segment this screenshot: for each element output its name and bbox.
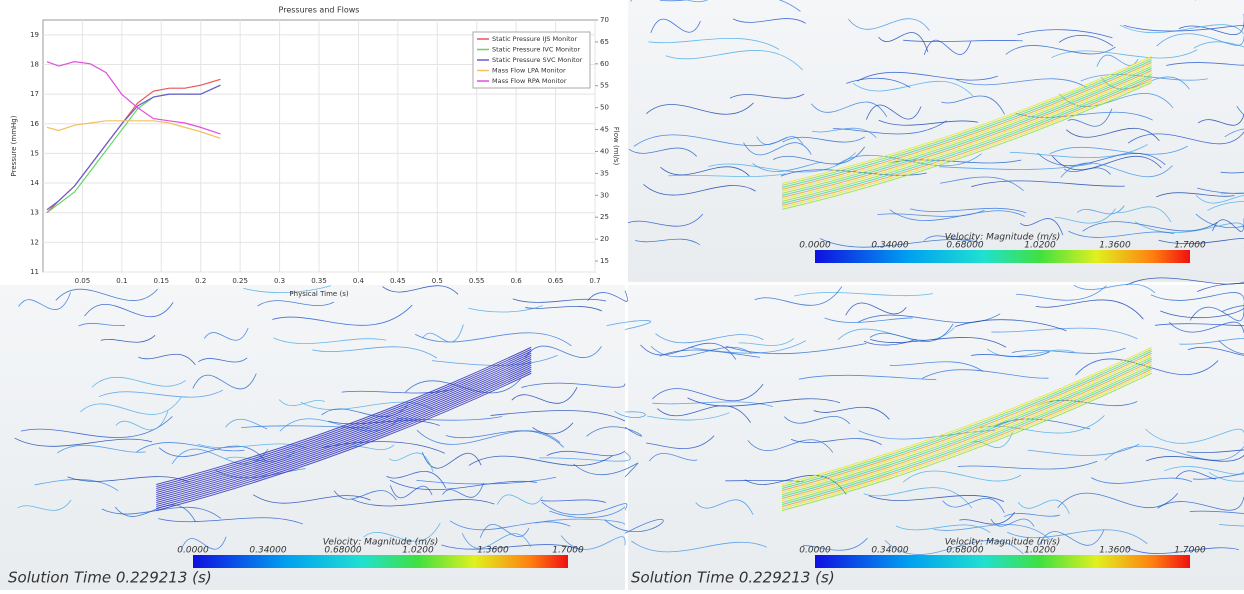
x-tick-label: 0.1: [116, 277, 127, 285]
colorbar-label: 0.68000: [946, 241, 983, 251]
y-tick-label: 11: [30, 268, 39, 276]
y2-axis-label: Flow (ml/s): [612, 127, 620, 166]
colorbar-label: 0.0000: [799, 241, 831, 251]
panel-background: [628, 0, 1244, 282]
y-axis-label: Pressure (mmHg): [10, 115, 18, 176]
legend-label: Mass Flow RPA Monitor: [492, 77, 567, 85]
colorbar-label: 1.0200: [402, 546, 434, 556]
colorbar-label: 1.7000: [1174, 241, 1206, 251]
x-tick-label: 0.5: [432, 277, 443, 285]
y-tick-label: 13: [30, 209, 39, 217]
y2-tick-label: 55: [600, 82, 609, 90]
y-tick-label: 15: [30, 149, 39, 157]
y-tick-label: 12: [30, 238, 39, 246]
colorbar-label: 1.0200: [1024, 241, 1056, 251]
y2-tick-label: 30: [600, 191, 609, 199]
legend-label: Static Pressure IJS Monitor: [492, 35, 578, 43]
x-axis-label: Physical Time (s): [289, 290, 348, 298]
colorbar-label: 0.34000: [871, 546, 908, 556]
y2-tick-label: 15: [600, 257, 609, 265]
y2-tick-label: 25: [600, 213, 609, 221]
colorbar-label: 0.34000: [871, 241, 908, 251]
x-tick-label: 0.15: [153, 277, 169, 285]
colorbar-label: 0.0000: [177, 546, 209, 556]
x-tick-label: 0.7: [589, 277, 600, 285]
x-tick-label: 0.05: [75, 277, 91, 285]
colorbar-label: 0.68000: [324, 546, 361, 556]
legend-label: Mass Flow LPA Monitor: [492, 67, 566, 75]
y2-tick-label: 60: [600, 60, 609, 68]
solution-time: Solution Time 0.229213 (s): [8, 569, 212, 587]
colorbar: [815, 250, 1190, 263]
y2-tick-label: 65: [600, 38, 609, 46]
y2-tick-label: 50: [600, 104, 609, 112]
x-tick-label: 0.3: [274, 277, 285, 285]
y2-tick-label: 40: [600, 147, 609, 155]
colorbar: [815, 555, 1190, 568]
x-tick-label: 0.65: [548, 277, 564, 285]
colorbar-label: 0.68000: [946, 546, 983, 556]
colorbar-label: 1.7000: [1174, 546, 1206, 556]
y-tick-label: 16: [30, 120, 39, 128]
chart-title: Pressures and Flows: [279, 6, 360, 15]
legend-label: Static Pressure IVC Monitor: [492, 46, 580, 54]
colorbar-label: 1.3600: [1099, 546, 1131, 556]
y-tick-label: 17: [30, 90, 39, 98]
colorbar: [193, 555, 568, 568]
colorbar-label: 1.3600: [477, 546, 509, 556]
y2-tick-label: 20: [600, 235, 609, 243]
y-tick-label: 14: [30, 179, 39, 187]
legend-label: Static Pressure SVC Monitor: [492, 56, 583, 64]
x-tick-label: 0.25: [232, 277, 248, 285]
colorbar-label: 1.7000: [552, 546, 584, 556]
colorbar-label: 0.34000: [249, 546, 286, 556]
x-tick-label: 0.4: [353, 277, 365, 285]
y2-tick-label: 35: [600, 169, 609, 177]
x-tick-label: 0.2: [195, 277, 206, 285]
x-tick-label: 0.6: [511, 277, 523, 285]
colorbar-label: 1.3600: [1099, 241, 1131, 251]
x-tick-label: 0.55: [469, 277, 485, 285]
colorbar-label: 1.0200: [1024, 546, 1056, 556]
y-tick-label: 18: [30, 60, 39, 68]
y2-tick-label: 70: [600, 16, 609, 24]
x-tick-label: 0.35: [311, 277, 327, 285]
chart: Pressures and Flows Physical Time (s) Pr…: [10, 6, 620, 299]
x-tick-label: 0.45: [390, 277, 406, 285]
solution-time: Solution Time 0.229213 (s): [631, 569, 835, 587]
y-tick-label: 19: [30, 31, 39, 39]
colorbar-label: 0.0000: [799, 546, 831, 556]
y2-tick-label: 45: [600, 126, 609, 134]
